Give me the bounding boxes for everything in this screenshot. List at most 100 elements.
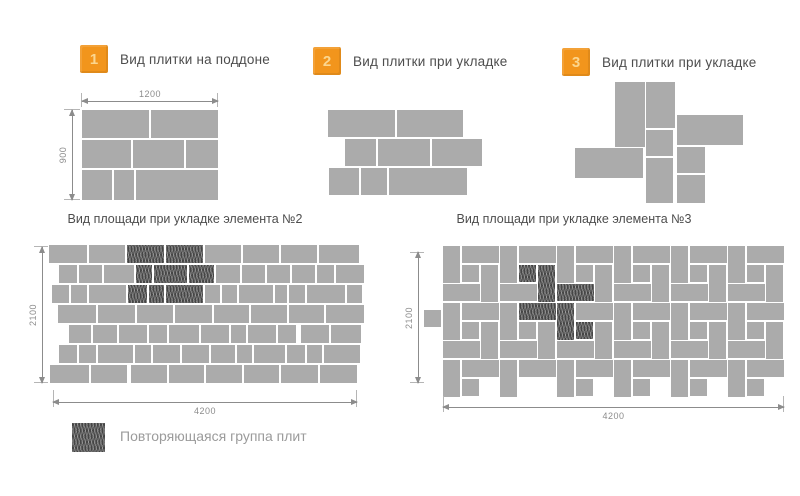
- paving-tile: [98, 305, 135, 323]
- paving-tile: [175, 305, 212, 323]
- paving-tile: [432, 139, 482, 166]
- paving-tile: [52, 285, 69, 303]
- section-1-label: Вид плитки на поддоне: [120, 51, 270, 67]
- area2-width-label: 4200: [193, 406, 217, 416]
- repeat-group-tile: [166, 245, 203, 263]
- area2-height-dimension: 2100: [28, 246, 45, 384]
- area3-width-label: 4200: [602, 411, 625, 421]
- paving-tile: [222, 285, 237, 303]
- paving-tile: [69, 325, 91, 343]
- paving-tile: [690, 246, 727, 263]
- paving-tile: [443, 360, 460, 397]
- repeat-group-tile: [189, 265, 214, 283]
- paving-tile: [89, 245, 125, 263]
- repeat-group-swatch-icon: [72, 423, 105, 452]
- paving-tile: [557, 360, 574, 397]
- section-1-header: 1 Вид плитки на поддоне: [80, 45, 270, 73]
- paving-tile: [275, 285, 287, 303]
- dim-arrow-up-icon: [39, 246, 45, 253]
- area2-height-label: 2100: [28, 303, 38, 327]
- paving-tile: [248, 325, 276, 343]
- paving-tile: [324, 345, 360, 363]
- paving-tile: [149, 325, 167, 343]
- paving-tile: [595, 322, 612, 359]
- extension-line: [53, 390, 54, 407]
- dim-arrow-up-icon: [69, 109, 75, 116]
- paving-tile: [292, 265, 315, 283]
- paving-tile: [397, 110, 463, 137]
- paving-tile: [747, 246, 784, 263]
- paving-tile: [231, 325, 246, 343]
- repeat-group-tile: [557, 284, 594, 301]
- paving-tile: [690, 265, 707, 282]
- section-3-label: Вид плитки при укладке: [602, 54, 757, 70]
- paving-tile: [766, 265, 783, 302]
- paving-tile: [151, 110, 218, 138]
- section-3-header: 3 Вид плитки при укладке: [562, 48, 756, 76]
- paving-tile: [336, 265, 364, 283]
- repeat-group-tile: [128, 285, 147, 303]
- paving-tile: [690, 379, 707, 396]
- paving-tile: [361, 168, 387, 195]
- paving-tile: [690, 360, 727, 377]
- paving-tile: [201, 325, 229, 343]
- paving-tile: [614, 360, 631, 397]
- pallet-height-label: 900: [58, 146, 68, 164]
- paving-tile: [82, 110, 149, 138]
- paving-tile: [671, 303, 688, 340]
- section-2-header: 2 Вид плитки при укладке: [313, 47, 507, 75]
- paving-tile: [169, 325, 199, 343]
- area3-width-dimension: 4200: [442, 404, 785, 421]
- paving-tile: [633, 265, 650, 282]
- dim-arrow-down-icon: [39, 377, 45, 384]
- paving-tile: [677, 147, 705, 173]
- paving-tile: [133, 140, 184, 168]
- paving-tile: [135, 345, 151, 363]
- paving-tile: [557, 246, 574, 283]
- legend-label: Повторяющаяся группа плит: [120, 428, 307, 444]
- paving-tile: [378, 139, 430, 166]
- dim-arrow-right-icon: [212, 98, 219, 104]
- paving-tile: [89, 285, 126, 303]
- paving-tile: [307, 345, 322, 363]
- area3-diagram: [424, 246, 784, 397]
- paving-tile: [576, 379, 593, 396]
- paving-tile: [317, 265, 334, 283]
- area3-height-dimension: 2100: [404, 251, 421, 384]
- paving-tile: [319, 245, 359, 263]
- paving-tile: [186, 140, 218, 168]
- paving-tile: [462, 246, 499, 263]
- paving-tile: [500, 379, 517, 396]
- paving-tile: [462, 360, 499, 377]
- paving-tile: [389, 168, 467, 195]
- paving-tile: [278, 325, 296, 343]
- paving-tile: [216, 265, 240, 283]
- paving-tile: [557, 341, 594, 358]
- repeat-group-tile: [557, 303, 574, 340]
- paving-tile: [244, 365, 279, 383]
- repeat-group-tile: [136, 265, 152, 283]
- dim-arrow-down-icon: [69, 194, 75, 201]
- paving-tile: [79, 345, 96, 363]
- paving-tile: [424, 310, 441, 327]
- repeat-group-tile: [538, 265, 555, 302]
- dim-arrow-right-icon: [778, 404, 785, 410]
- repeat-group-tile: [519, 265, 536, 282]
- paving-tile: [137, 305, 173, 323]
- paving-tile: [615, 82, 645, 147]
- paving-tile: [289, 305, 324, 323]
- paving-tile: [747, 379, 764, 396]
- paving-tile: [205, 245, 241, 263]
- repeat-group-tile: [154, 265, 187, 283]
- paving-tile: [153, 345, 180, 363]
- paving-tile: [500, 284, 537, 301]
- paving-tile: [728, 246, 745, 283]
- paving-tile: [214, 305, 249, 323]
- paving-tile: [59, 265, 77, 283]
- paving-tile: [614, 341, 651, 358]
- paving-tile: [136, 170, 218, 200]
- repeat-group-tile: [127, 245, 164, 263]
- paving-tile: [614, 246, 631, 283]
- paving-tile: [677, 115, 743, 145]
- paving-tile: [633, 246, 670, 263]
